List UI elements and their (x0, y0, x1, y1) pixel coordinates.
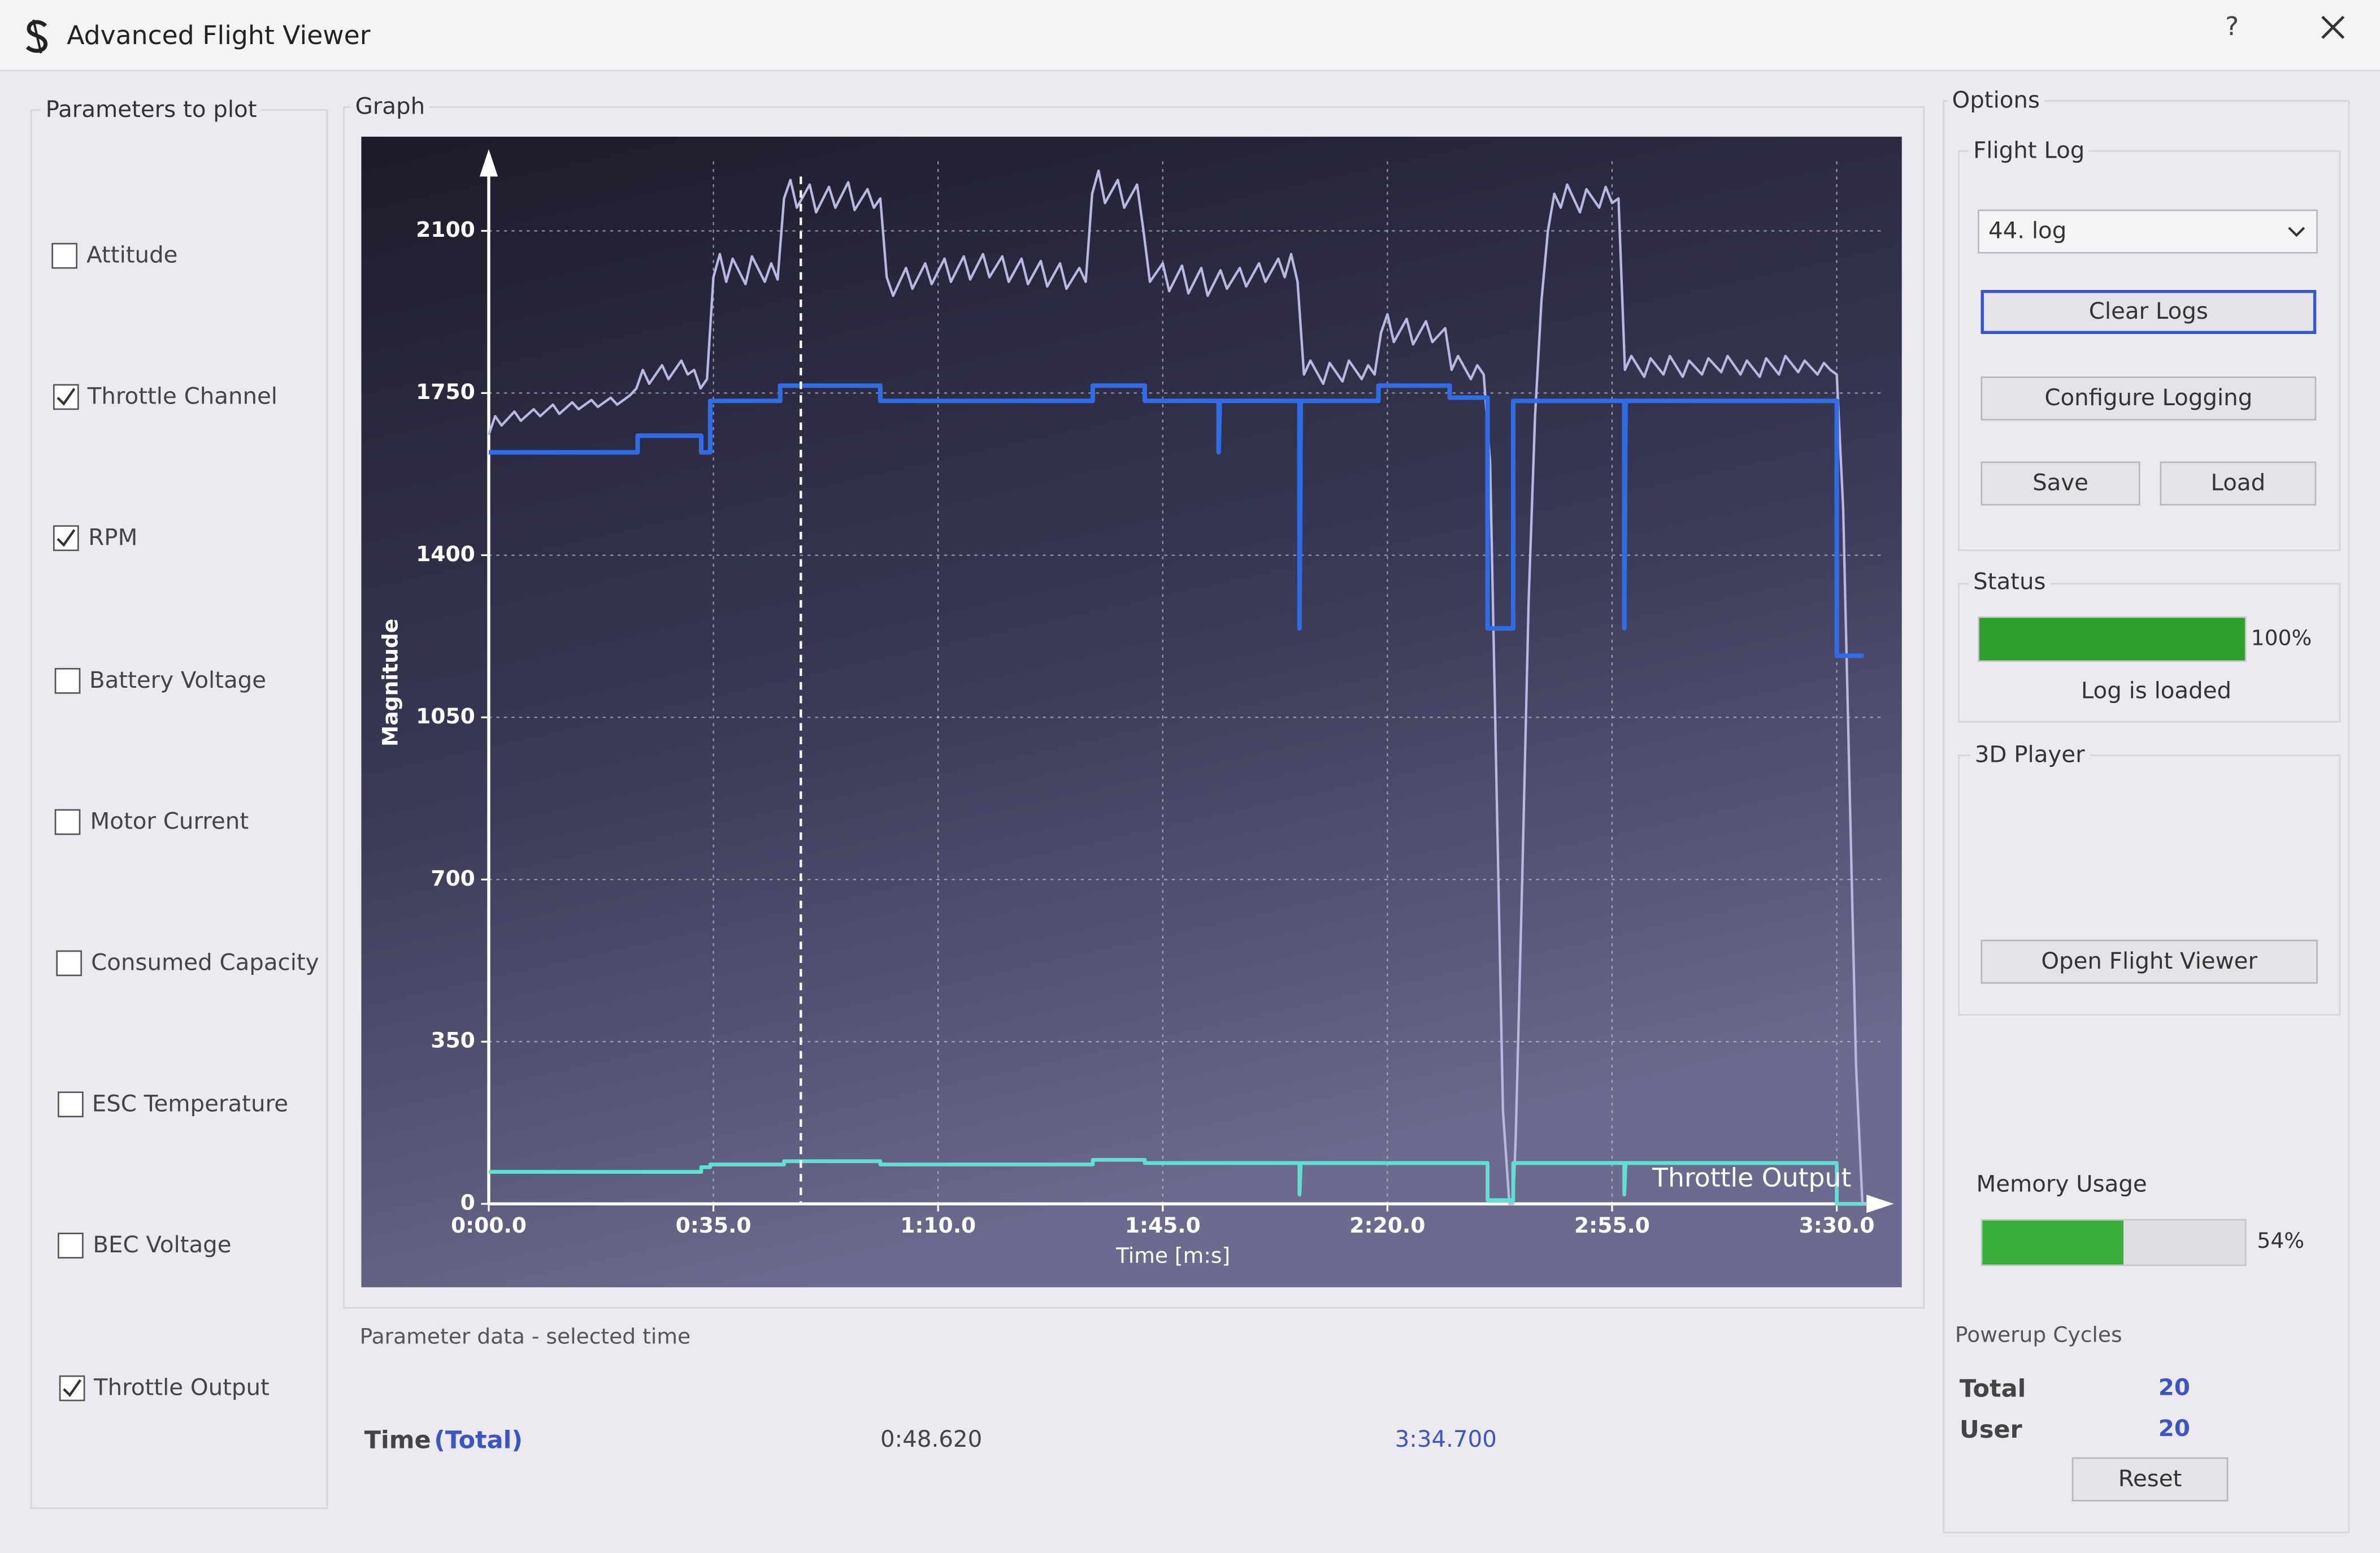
checkbox-label[interactable]: Motor Current (90, 807, 249, 835)
powerup-total: 20 (2158, 1374, 2190, 1402)
x-tick-label: 2:55.0 (1574, 1213, 1650, 1238)
x-tick-label: 1:10.0 (900, 1213, 976, 1238)
memory-progress (1981, 1219, 2247, 1266)
y-tick-label: 1050 (416, 704, 475, 728)
checkbox[interactable] (53, 526, 80, 552)
options-group (1943, 100, 2350, 1534)
window-title: Advanced Flight Viewer (67, 21, 371, 52)
player-group (1958, 754, 2341, 1016)
check-mark (62, 1378, 81, 1396)
save-button[interactable]: Save (1981, 461, 2140, 506)
status-progress-fill (1979, 618, 2245, 661)
flight-log-title: Flight Log (1969, 136, 2090, 164)
checkbox-label[interactable]: Battery Voltage (89, 666, 267, 693)
checkbox-label[interactable]: BEC Voltage (93, 1231, 232, 1259)
checkbox[interactable] (51, 242, 77, 269)
y-axis-arrow (479, 149, 498, 177)
checkbox-label[interactable]: Attitude (86, 241, 178, 269)
powerup-total-label: Total (1959, 1374, 2026, 1403)
player-title: 3D Player (1970, 740, 2090, 769)
x-axis-label: Time [m:s] (1115, 1243, 1230, 1268)
time-label: Time (364, 1425, 431, 1455)
series-line (488, 1157, 1864, 1206)
checkbox-label[interactable]: ESC Temperature (92, 1090, 289, 1118)
time-sublabel: (Total) (434, 1425, 523, 1455)
checkbox[interactable] (59, 1374, 85, 1401)
parameters-title: Parameters to plot (41, 96, 262, 123)
x-tick-label: 2:20.0 (1349, 1213, 1425, 1238)
x-tick-label: 0:35.0 (676, 1213, 752, 1238)
y-tick-label: 1750 (416, 379, 475, 404)
reset-button[interactable]: Reset (2071, 1457, 2229, 1502)
memory-title: Memory Usage (1976, 1170, 2147, 1198)
status-title: Status (1969, 567, 2051, 595)
powerup-user: 20 (2158, 1415, 2190, 1442)
chart: 0 350 700 1050 1400 1750 2100 0:00.0 0:35.0 1:10.… (361, 136, 1902, 1287)
powerup-user-label: User (1959, 1415, 2022, 1444)
checkbox-label[interactable]: Throttle Channel (87, 383, 278, 410)
x-tick-label: 0:00.0 (451, 1213, 527, 1238)
flight-log-group (1958, 150, 2341, 552)
dropdown-value: 44. log (1988, 217, 2067, 245)
total-time: 3:34.700 (1395, 1425, 1497, 1453)
graph-title: Graph (350, 92, 430, 120)
y-tick-label: 700 (431, 866, 475, 891)
parameter-data-title: Parameter data - selected time (359, 1325, 691, 1350)
help-button[interactable]: ? (2225, 12, 2239, 43)
checkbox[interactable] (55, 809, 81, 835)
x-tick-label: 3:30.0 (1799, 1213, 1875, 1238)
x-tick-label: 1:45.0 (1125, 1213, 1201, 1238)
status-message: Log is loaded (2081, 677, 2232, 705)
check-mark (57, 530, 76, 548)
checkbox-label[interactable]: Throttle Output (94, 1373, 270, 1401)
series-line (488, 383, 1864, 658)
flight-log-dropdown[interactable]: 44. log (1978, 209, 2318, 254)
dropdown-arrow (2288, 227, 2305, 237)
memory-percent: 54% (2257, 1229, 2305, 1254)
x-axis-arrow (1866, 1195, 1894, 1213)
y-tick-label: 1400 (416, 541, 475, 566)
checkbox-label[interactable]: Consumed Capacity (91, 948, 319, 977)
app-icon (25, 19, 48, 54)
series-label: Throttle Output (1652, 1163, 1851, 1193)
load-button[interactable]: Load (2160, 461, 2317, 506)
series-line (487, 169, 1867, 1205)
clear-logs-button[interactable]: Clear Logs (1981, 290, 2317, 334)
selected-time: 0:48.620 (880, 1425, 983, 1453)
y-tick-label: 350 (431, 1028, 475, 1053)
memory-progress-fill (1982, 1220, 2125, 1265)
y-tick-label: 0 (461, 1190, 475, 1215)
options-title: Options (1947, 86, 2045, 114)
chart-background (361, 136, 1902, 1287)
checkbox[interactable] (57, 1091, 83, 1118)
checkbox[interactable] (58, 1233, 84, 1259)
checkbox[interactable] (52, 384, 79, 410)
status-progress (1978, 616, 2247, 662)
configure-logging-button[interactable]: Configure Logging (1981, 376, 2317, 421)
checkbox[interactable] (54, 667, 80, 693)
open-flight-viewer-button[interactable]: Open Flight Viewer (1981, 939, 2318, 984)
status-percent: 100% (2251, 627, 2312, 652)
status-group (1958, 583, 2341, 723)
check-mark (56, 388, 75, 406)
checkbox[interactable] (56, 950, 82, 977)
y-tick-label: 2100 (416, 217, 475, 242)
title-bar: Advanced Flight Viewer ? (0, 0, 2380, 72)
graph-group (343, 106, 1925, 1309)
powerup-title: Powerup Cycles (1955, 1324, 2122, 1348)
y-axis-label: Magnitude (378, 619, 403, 747)
checkbox-label[interactable]: RPM (88, 524, 138, 552)
close-button[interactable] (2320, 14, 2347, 41)
